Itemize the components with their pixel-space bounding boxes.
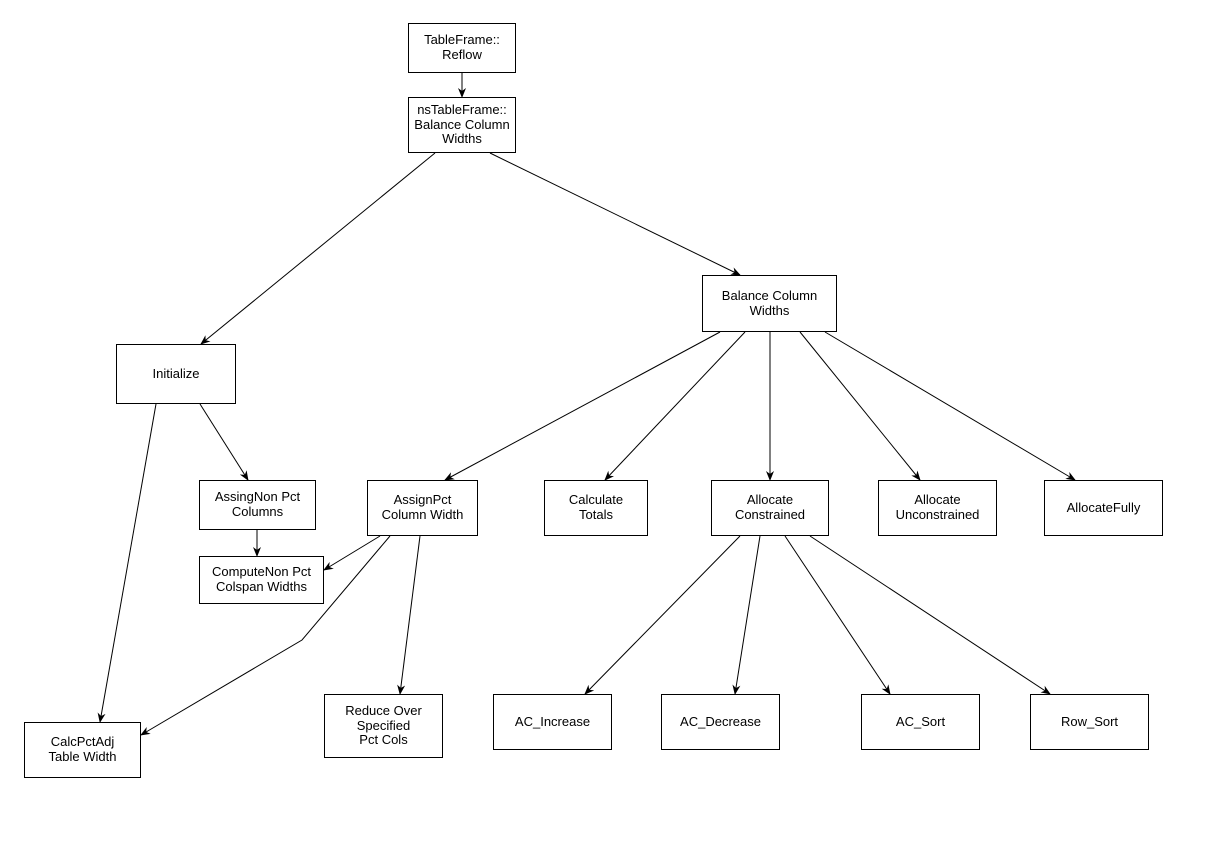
edge — [201, 153, 435, 344]
node-balance-column-widths: Balance Column Widths — [702, 275, 837, 332]
edge — [735, 536, 760, 694]
node-row-sort: Row_Sort — [1030, 694, 1149, 750]
edge — [585, 536, 740, 694]
edge — [490, 153, 740, 275]
edge — [200, 404, 248, 480]
node-allocate-fully: AllocateFully — [1044, 480, 1163, 536]
edge — [605, 332, 745, 480]
edge — [100, 404, 156, 722]
node-ac-sort: AC_Sort — [861, 694, 980, 750]
node-computenonpct-colspan: ComputeNon Pct Colspan Widths — [199, 556, 324, 604]
edge — [785, 536, 890, 694]
node-assignnonpct-columns: AssingNon Pct Columns — [199, 480, 316, 530]
node-initialize: Initialize — [116, 344, 236, 404]
node-assignpct-columnwidth: AssignPct Column Width — [367, 480, 478, 536]
node-calcpctadj-tablewidth: CalcPctAdj Table Width — [24, 722, 141, 778]
node-tableframe-reflow: TableFrame:: Reflow — [408, 23, 516, 73]
edge — [324, 536, 380, 570]
node-allocate-constrained: Allocate Constrained — [711, 480, 829, 536]
node-reduce-over-specified: Reduce Over Specified Pct Cols — [324, 694, 443, 758]
edge — [445, 332, 720, 480]
node-ac-decrease: AC_Decrease — [661, 694, 780, 750]
edge — [810, 536, 1050, 694]
node-nstableframe-balance: nsTableFrame:: Balance Column Widths — [408, 97, 516, 153]
node-allocate-unconstrained: Allocate Unconstrained — [878, 480, 997, 536]
node-ac-increase: AC_Increase — [493, 694, 612, 750]
flowchart-canvas: TableFrame:: Reflow nsTableFrame:: Balan… — [0, 0, 1210, 844]
node-calculate-totals: Calculate Totals — [544, 480, 648, 536]
edge — [825, 332, 1075, 480]
edge — [800, 332, 920, 480]
edge — [400, 536, 420, 694]
